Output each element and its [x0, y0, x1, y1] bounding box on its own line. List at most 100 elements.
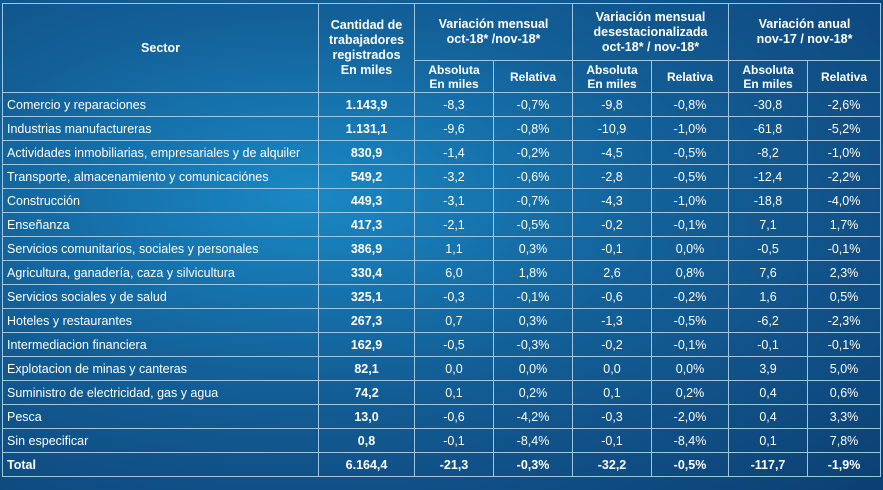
cell-mensual-relativa: -0,6%	[493, 164, 573, 189]
cell-desest-relativa: -1,0%	[650, 116, 730, 141]
cell-sector: Transporte, almacenamiento y comunicació…	[2, 164, 319, 189]
cell-anual-absoluta: 0,4	[728, 404, 809, 429]
cell-mensual-absoluta: 0,7	[414, 308, 494, 333]
cell-mensual-absoluta: -8,3	[414, 92, 494, 117]
cell-mensual-absoluta: -0,5	[414, 332, 494, 357]
cell-anual-absoluta: 0,4	[728, 380, 809, 405]
cell-anual-relativa: 5,0%	[807, 356, 882, 381]
subheader-absoluta: Absoluta En miles	[572, 60, 652, 93]
table-row: Suministro de electricidad, gas y agua 74…	[2, 380, 882, 405]
cell-quantity: 449,3	[318, 188, 415, 213]
cell-anual-relativa: -1,9%	[807, 452, 882, 477]
cell-mensual-absoluta: -3,2	[414, 164, 494, 189]
cell-desest-absoluta: -32,2	[572, 452, 652, 477]
cell-anual-relativa: 3,3%	[807, 404, 882, 429]
cell-mensual-absoluta: 0,1	[414, 380, 494, 405]
cell-mensual-relativa: 0,3%	[493, 308, 573, 333]
cell-anual-absoluta: 3,9	[728, 356, 809, 381]
cell-anual-relativa: 0,6%	[807, 380, 882, 405]
cell-quantity: 1.131,1	[318, 116, 415, 141]
cell-desest-relativa: 0,0%	[650, 236, 730, 261]
cell-desest-relativa: -0,1%	[650, 212, 730, 237]
cell-anual-relativa: 0,5%	[807, 284, 882, 309]
cell-quantity: 386,9	[318, 236, 415, 261]
cell-quantity: 830,9	[318, 140, 415, 165]
header-sector: Sector	[2, 3, 319, 93]
cell-quantity: 330,4	[318, 260, 415, 285]
header-quantity: Cantidad de trabajadores registrados En …	[318, 3, 415, 93]
cell-anual-relativa: 2,3%	[807, 260, 882, 285]
cell-quantity: 162,9	[318, 332, 415, 357]
cell-sector: Agricultura, ganadería, caza y silvicult…	[2, 260, 319, 285]
table-row: Servicios sociales y de salud 325,1 -0,3 -0…	[2, 284, 882, 309]
cell-anual-absoluta: 7,6	[728, 260, 809, 285]
cell-anual-absoluta: -0,5	[728, 236, 809, 261]
cell-mensual-absoluta: 6,0	[414, 260, 494, 285]
cell-desest-relativa: -0,8%	[650, 92, 730, 117]
cell-mensual-relativa: -0,8%	[493, 116, 573, 141]
cell-desest-absoluta: -0,1	[572, 428, 652, 453]
subheader-relativa: Relativa	[650, 60, 730, 93]
cell-quantity: 325,1	[318, 284, 415, 309]
cell-anual-absoluta: -6,2	[728, 308, 809, 333]
cell-sector: Enseñanza	[2, 212, 319, 237]
cell-mensual-relativa: -4,2%	[493, 404, 573, 429]
cell-quantity: 1.143,9	[318, 92, 415, 117]
header-variacion-desestacionalizada: Variación mensual desestacionalizada oct…	[571, 3, 730, 61]
table-row: Intermediacion financiera 162,9 -0,5 -0,3% -…	[2, 332, 882, 357]
cell-sector: Servicios comunitarios, sociales y perso…	[2, 236, 319, 261]
cell-mensual-relativa: -0,2%	[493, 140, 573, 165]
cell-desest-absoluta: -0,6	[572, 284, 652, 309]
cell-mensual-relativa: -8,4%	[493, 428, 573, 453]
cell-mensual-relativa: -0,1%	[493, 284, 573, 309]
cell-desest-absoluta: -0,2	[572, 332, 652, 357]
cell-desest-absoluta: -0,3	[572, 404, 652, 429]
cell-anual-absoluta: -12,4	[728, 164, 809, 189]
cell-desest-relativa: -0,5%	[650, 140, 730, 165]
cell-anual-absoluta: -30,8	[728, 92, 809, 117]
table-row: Explotacion de minas y canteras 82,1 0,0 0,…	[2, 356, 882, 381]
table-row: Actividades inmobiliarias, empresariales…	[2, 140, 882, 165]
table-row: Pesca 13,0 -0,6 -4,2% -0,3 -2,0% 0,4 3,3%	[2, 404, 882, 429]
cell-sector: Actividades inmobiliarias, empresariales…	[2, 140, 319, 165]
cell-sector: Hoteles y restaurantes	[2, 308, 319, 333]
cell-anual-absoluta: -117,7	[728, 452, 809, 477]
cell-mensual-relativa: -0,5%	[493, 212, 573, 237]
cell-desest-absoluta: -10,9	[572, 116, 652, 141]
cell-quantity: 417,3	[318, 212, 415, 237]
cell-mensual-absoluta: 0,0	[414, 356, 494, 381]
cell-desest-absoluta: -1,3	[572, 308, 652, 333]
cell-desest-relativa: -0,5%	[650, 308, 730, 333]
cell-anual-absoluta: 7,1	[728, 212, 809, 237]
cell-mensual-relativa: -0,7%	[493, 92, 573, 117]
cell-sector: Intermediacion financiera	[2, 332, 319, 357]
cell-mensual-absoluta: 1,1	[414, 236, 494, 261]
subheader-relativa: Relativa	[493, 60, 573, 93]
header-variacion-anual: Variación anual nov-17 / nov-18*	[728, 3, 882, 61]
table-row: Servicios comunitarios, sociales y perso…	[2, 236, 882, 261]
cell-anual-relativa: 7,8%	[807, 428, 882, 453]
cell-mensual-relativa: -0,3%	[493, 452, 573, 477]
cell-quantity: 549,2	[318, 164, 415, 189]
cell-mensual-relativa: 1,8%	[493, 260, 573, 285]
cell-anual-absoluta: -8,2	[728, 140, 809, 165]
cell-desest-absoluta: -4,5	[572, 140, 652, 165]
cell-mensual-relativa: 0,3%	[493, 236, 573, 261]
cell-desest-relativa: -8,4%	[650, 428, 730, 453]
cell-anual-relativa: -1,0%	[807, 140, 882, 165]
table-row: Enseñanza 417,3 -2,1 -0,5% -0,2 -0,1% 7,1 1,7%	[2, 212, 882, 237]
cell-anual-absoluta: 1,6	[728, 284, 809, 309]
cell-sector: Suministro de electricidad, gas y agua	[2, 380, 319, 405]
table-row: Transporte, almacenamiento y comunicació…	[2, 164, 882, 189]
cell-desest-absoluta: -9,8	[572, 92, 652, 117]
cell-anual-relativa: -0,1%	[807, 236, 882, 261]
cell-desest-absoluta: -2,8	[572, 164, 652, 189]
cell-sector: Total	[2, 452, 319, 477]
cell-sector: Explotacion de minas y canteras	[2, 356, 319, 381]
cell-mensual-absoluta: -3,1	[414, 188, 494, 213]
cell-desest-relativa: -1,0%	[650, 188, 730, 213]
cell-quantity: 82,1	[318, 356, 415, 381]
cell-desest-absoluta: 0,0	[572, 356, 652, 381]
cell-anual-relativa: -2,6%	[807, 92, 882, 117]
cell-desest-relativa: 0,0%	[650, 356, 730, 381]
